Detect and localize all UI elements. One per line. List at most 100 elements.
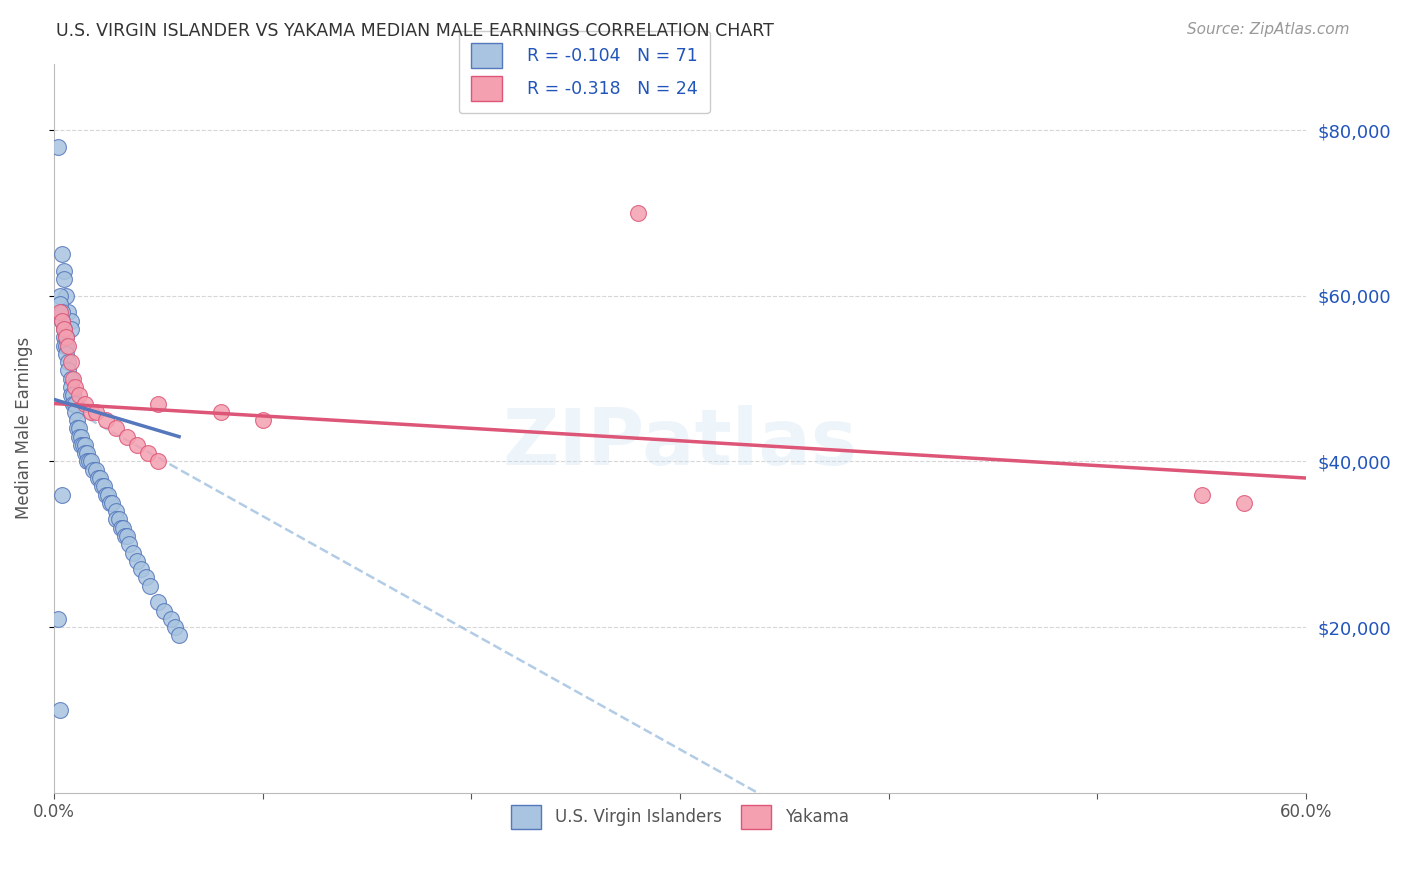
Point xyxy=(62,388,84,402)
Point xyxy=(148,595,170,609)
Point xyxy=(58,363,80,377)
Point xyxy=(67,430,90,444)
Point xyxy=(101,496,124,510)
Point xyxy=(53,322,76,336)
Y-axis label: Median Male Earnings: Median Male Earnings xyxy=(15,337,32,519)
Point xyxy=(59,355,82,369)
Point xyxy=(97,487,120,501)
Point xyxy=(63,396,86,410)
Text: U.S. VIRGIN ISLANDER VS YAKAMA MEDIAN MALE EARNINGS CORRELATION CHART: U.S. VIRGIN ISLANDER VS YAKAMA MEDIAN MA… xyxy=(56,22,775,40)
Point xyxy=(127,438,149,452)
Point xyxy=(51,305,73,319)
Point xyxy=(118,537,141,551)
Point xyxy=(148,396,170,410)
Point xyxy=(59,388,82,402)
Point xyxy=(59,380,82,394)
Point xyxy=(86,471,108,485)
Point xyxy=(105,421,128,435)
Point xyxy=(59,314,82,328)
Point xyxy=(105,512,128,526)
Point xyxy=(53,272,76,286)
Point xyxy=(1232,496,1254,510)
Point xyxy=(135,570,157,584)
Point xyxy=(59,372,82,386)
Point xyxy=(89,471,111,485)
Point xyxy=(49,289,72,303)
Point xyxy=(80,454,103,468)
Point xyxy=(55,289,77,303)
Point xyxy=(76,454,98,468)
Point xyxy=(58,355,80,369)
Point xyxy=(163,620,186,634)
Point xyxy=(62,396,84,410)
Point xyxy=(49,703,72,717)
Point xyxy=(122,545,145,559)
Point xyxy=(139,579,162,593)
Point xyxy=(94,487,117,501)
Point xyxy=(627,206,650,220)
Point xyxy=(46,612,69,626)
Point xyxy=(90,479,112,493)
Point xyxy=(105,504,128,518)
Point xyxy=(252,413,274,427)
Point xyxy=(51,314,73,328)
Point xyxy=(75,446,97,460)
Point xyxy=(58,305,80,319)
Point xyxy=(93,479,115,493)
Point xyxy=(167,628,190,642)
Legend: U.S. Virgin Islanders, Yakama: U.S. Virgin Islanders, Yakama xyxy=(505,798,855,835)
Point xyxy=(1191,487,1213,501)
Point xyxy=(55,330,77,344)
Point xyxy=(59,322,82,336)
Point xyxy=(46,140,69,154)
Point xyxy=(53,264,76,278)
Point xyxy=(49,297,72,311)
Point xyxy=(55,347,77,361)
Point xyxy=(76,446,98,460)
Point xyxy=(70,438,93,452)
Point xyxy=(53,322,76,336)
Point xyxy=(63,380,86,394)
Point xyxy=(75,396,97,410)
Point xyxy=(110,521,132,535)
Point xyxy=(55,330,77,344)
Point xyxy=(67,388,90,402)
Point xyxy=(114,529,136,543)
Point xyxy=(115,430,138,444)
Point xyxy=(115,529,138,543)
Point xyxy=(131,562,153,576)
Point xyxy=(67,421,90,435)
Point xyxy=(62,372,84,386)
Text: Source: ZipAtlas.com: Source: ZipAtlas.com xyxy=(1187,22,1350,37)
Point xyxy=(94,413,117,427)
Point xyxy=(63,405,86,419)
Point xyxy=(136,446,159,460)
Point xyxy=(107,512,129,526)
Point xyxy=(51,487,73,501)
Point xyxy=(209,405,232,419)
Point xyxy=(51,314,73,328)
Point xyxy=(111,521,134,535)
Point xyxy=(80,405,103,419)
Point xyxy=(55,338,77,352)
Point xyxy=(98,496,121,510)
Point xyxy=(82,463,104,477)
Point xyxy=(53,330,76,344)
Point xyxy=(66,413,89,427)
Point xyxy=(153,603,176,617)
Point xyxy=(159,612,181,626)
Point xyxy=(58,338,80,352)
Point xyxy=(70,430,93,444)
Point xyxy=(72,438,94,452)
Text: ZIPatlas: ZIPatlas xyxy=(502,405,858,481)
Point xyxy=(127,554,149,568)
Point xyxy=(49,305,72,319)
Point xyxy=(84,405,107,419)
Point xyxy=(75,438,97,452)
Point xyxy=(148,454,170,468)
Point xyxy=(51,247,73,261)
Point xyxy=(53,338,76,352)
Point xyxy=(84,463,107,477)
Point xyxy=(79,454,101,468)
Point xyxy=(66,421,89,435)
